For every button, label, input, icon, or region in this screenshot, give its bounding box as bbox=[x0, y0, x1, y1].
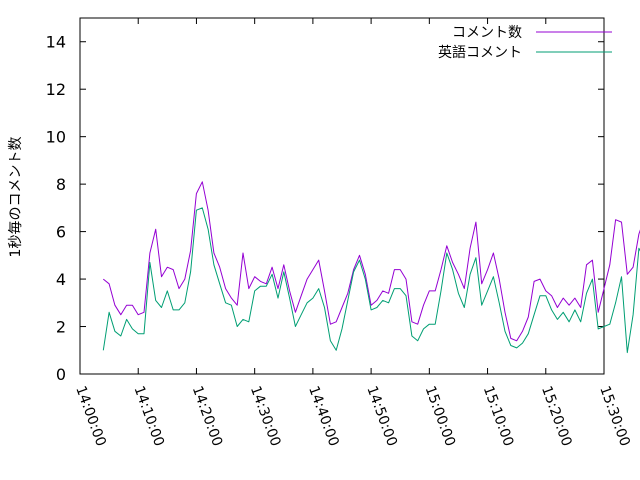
y-axis: 0 2 4 6 8 10 12 14 bbox=[46, 33, 604, 384]
x-tick-label: 14:10:00 bbox=[130, 384, 167, 449]
plot-frame bbox=[79, 17, 605, 375]
x-tick-label: 15:00:00 bbox=[422, 384, 459, 449]
legend-label-2: 英語コメント bbox=[438, 44, 522, 61]
series-layer bbox=[102, 181, 640, 354]
y-tick-label: 6 bbox=[56, 223, 66, 242]
y-tick-label: 14 bbox=[46, 33, 66, 52]
y-tick-label: 10 bbox=[46, 128, 66, 147]
x-tick-label: 14:00:00 bbox=[72, 384, 109, 449]
y-tick-label: 4 bbox=[56, 270, 66, 289]
x-tick-label: 15:10:00 bbox=[480, 384, 517, 449]
x-tick-label: 14:40:00 bbox=[305, 384, 342, 449]
series-line-2 bbox=[102, 207, 640, 354]
y-tick-label: 12 bbox=[46, 80, 66, 99]
x-tick-label: 14:20:00 bbox=[189, 384, 226, 449]
x-tick-label: 15:20:00 bbox=[538, 384, 575, 449]
x-tick-label: 14:30:00 bbox=[247, 384, 284, 449]
series-line-1 bbox=[102, 181, 640, 342]
legend-label-1: コメント数 bbox=[452, 25, 522, 41]
x-tick-label: 14:50:00 bbox=[363, 384, 400, 449]
x-tick-label: 15:30:00 bbox=[596, 384, 633, 449]
y-tick-label: 2 bbox=[56, 318, 66, 337]
plot-border bbox=[79, 17, 605, 375]
y-tick-label: 0 bbox=[56, 365, 66, 384]
y-axis-label: 1秒毎のコメント数 bbox=[8, 137, 24, 258]
y-tick-label: 8 bbox=[56, 175, 66, 194]
